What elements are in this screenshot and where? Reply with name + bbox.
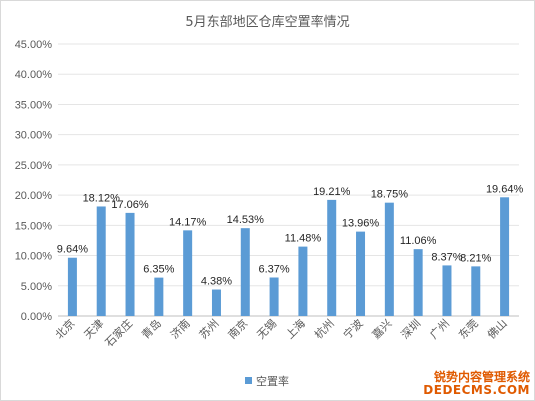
x-tick-label: 石家庄	[102, 316, 135, 349]
data-label: 18.75%	[371, 189, 409, 201]
y-tick-label: 40.00%	[15, 69, 53, 81]
data-label: 19.64%	[486, 183, 524, 195]
y-tick-label: 25.00%	[15, 160, 53, 172]
data-label: 14.17%	[169, 216, 207, 228]
x-tick-label: 济南	[167, 316, 192, 341]
data-label: 14.53%	[227, 214, 265, 226]
x-tick-label: 无锡	[254, 316, 279, 341]
bar	[500, 197, 510, 316]
bar	[67, 257, 77, 316]
bar	[298, 246, 308, 316]
x-tick-label: 青岛	[139, 316, 164, 341]
bar	[154, 277, 164, 316]
data-label: 8.21%	[460, 252, 491, 264]
bar	[384, 202, 394, 316]
data-label: 13.96%	[342, 218, 380, 230]
watermark-line2: DEDECMS.COM	[423, 382, 530, 397]
x-tick-label: 北京	[52, 316, 77, 341]
x-tick-label: 宁波	[340, 316, 365, 341]
bar	[327, 199, 337, 316]
data-label: 11.06%	[400, 235, 437, 247]
data-label: 8.37%	[431, 251, 462, 263]
data-label: 11.48%	[285, 233, 322, 245]
bar	[183, 230, 193, 316]
chart-title: 5月东部地区仓库空置率情况	[185, 15, 350, 30]
x-tick-label: 佛山	[485, 317, 510, 342]
data-label: 19.21%	[313, 186, 351, 198]
y-tick-label: 35.00%	[15, 99, 53, 111]
data-label: 18.12%	[83, 192, 121, 204]
bar	[240, 228, 250, 316]
data-label: 6.35%	[143, 264, 174, 276]
x-tick-label: 广州	[427, 317, 452, 342]
bar	[413, 249, 423, 316]
bar	[471, 266, 481, 316]
bar	[442, 265, 452, 316]
watermark-line1: 锐势内容管理系统	[433, 369, 530, 384]
y-tick-label: 10.00%	[15, 251, 53, 263]
x-tick-label: 天津	[82, 317, 107, 342]
x-tick-label: 嘉兴	[369, 316, 394, 341]
y-tick-label: 30.00%	[15, 130, 53, 142]
y-tick-label: 5.00%	[21, 281, 52, 293]
legend-swatch	[245, 377, 252, 384]
x-tick-label: 苏州	[197, 317, 222, 342]
x-tick-label: 深圳	[399, 317, 424, 342]
x-tick-label: 上海	[283, 316, 308, 341]
bar	[96, 206, 106, 316]
bar	[211, 289, 221, 316]
bar	[125, 212, 135, 316]
data-label: 4.38%	[201, 276, 232, 288]
data-label: 17.06%	[111, 199, 149, 211]
y-tick-label: 0.00%	[21, 311, 52, 323]
bar	[356, 231, 366, 316]
x-tick-label: 南京	[225, 316, 250, 341]
legend-label: 空置率	[256, 374, 289, 388]
y-tick-label: 45.00%	[15, 39, 53, 51]
data-label: 6.37%	[258, 263, 289, 275]
data-label: 9.64%	[57, 244, 88, 256]
x-tick-label: 东莞	[456, 317, 481, 342]
x-tick-label: 杭州	[311, 316, 336, 341]
bar	[269, 277, 279, 316]
watermark-logo: 锐势内容管理系统 DEDECMS.COM	[423, 369, 530, 397]
y-tick-label: 15.00%	[15, 220, 53, 232]
y-tick-label: 20.00%	[15, 190, 53, 202]
